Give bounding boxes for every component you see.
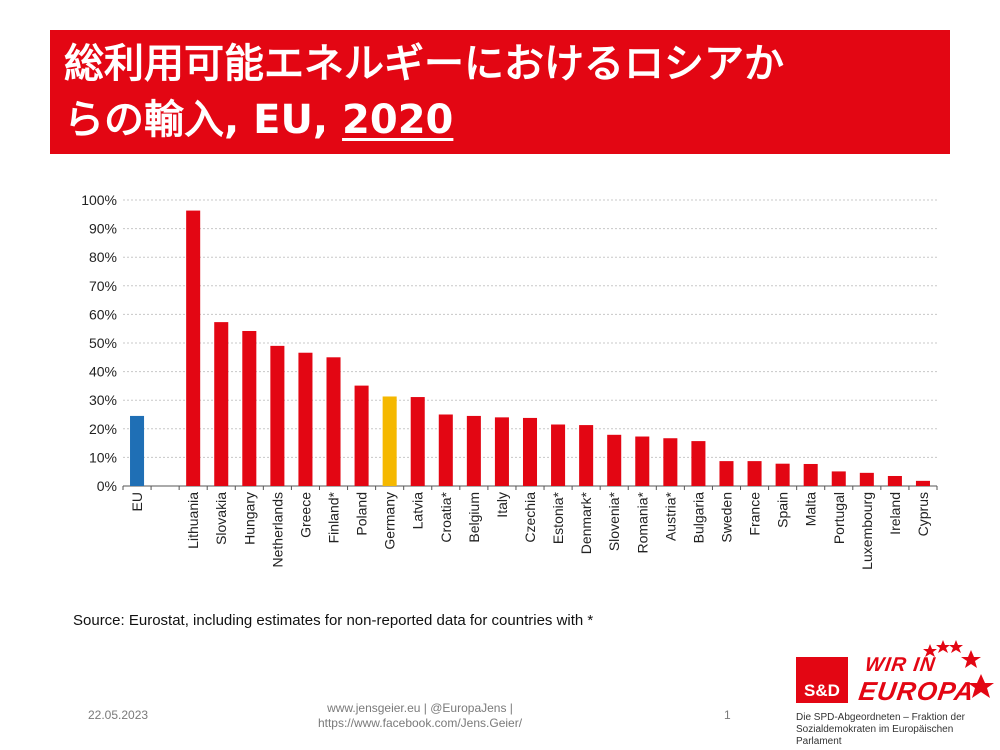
bar <box>831 471 846 486</box>
bar <box>747 461 762 486</box>
bar <box>663 438 678 486</box>
bar <box>607 434 622 486</box>
sd-logo: S&D <box>796 657 848 703</box>
stars-icon <box>923 640 994 698</box>
footer-links-line1[interactable]: www.jensgeier.eu | @EuropaJens | <box>327 701 513 715</box>
bar <box>915 480 930 486</box>
x-category-label: Hungary <box>241 492 257 545</box>
y-tick-label: 50% <box>89 335 117 351</box>
x-category-label: Germany <box>382 492 398 550</box>
bar <box>494 417 509 486</box>
sd-caption-line1: Die SPD-Abgeordneten – Fraktion der <box>796 712 965 723</box>
x-category-label: Czechia <box>522 492 538 543</box>
bar <box>326 357 341 486</box>
x-category-label: Luxembourg <box>859 492 875 570</box>
bar <box>887 475 902 486</box>
y-tick-label: 10% <box>89 449 117 465</box>
page-number: 1 <box>724 708 731 722</box>
title-banner: 総利用可能エネルギーにおけるロシアか らの輸入, EU, 2020 <box>50 30 950 154</box>
x-category-label: Latvia <box>410 492 426 530</box>
sd-caption: Die SPD-Abgeordneten – Fraktion der Sozi… <box>796 712 1000 748</box>
x-category-label: Portugal <box>831 492 847 544</box>
x-category-label: Netherlands <box>269 492 285 568</box>
bar <box>438 414 453 486</box>
x-category-label: Poland <box>354 492 370 536</box>
x-category-label: EU <box>129 492 145 511</box>
bar <box>298 352 313 486</box>
bar <box>719 461 734 486</box>
title-line2: らの輸入, EU, <box>64 97 343 143</box>
x-category-label: Malta <box>803 492 819 526</box>
bar <box>522 417 538 486</box>
x-category-label: Denmark* <box>578 491 594 554</box>
x-category-label: Croatia* <box>438 491 454 542</box>
bar <box>354 385 369 486</box>
y-tick-label: 60% <box>89 306 117 322</box>
bar <box>214 322 229 486</box>
wir-logo-line1: WIR IN <box>863 654 938 676</box>
y-tick-label: 100% <box>81 192 117 208</box>
sd-caption-line2: Sozialdemokraten im Europäischen Parlame… <box>796 724 954 747</box>
x-category-label: Slovakia <box>213 492 229 545</box>
wir-in-europa-logo: WIR IN EUROPA <box>855 636 995 708</box>
y-tick-label: 40% <box>89 364 117 380</box>
x-category-label: Estonia* <box>550 491 566 544</box>
bar <box>186 210 201 486</box>
bar <box>803 463 818 486</box>
footer-links-line2[interactable]: https://www.facebook.com/Jens.Geier/ <box>317 716 523 730</box>
y-tick-label: 70% <box>89 278 117 294</box>
x-category-label: Greece <box>297 492 313 538</box>
title-year-link[interactable]: 2020 <box>342 97 454 143</box>
x-category-label: Romania* <box>634 491 650 553</box>
x-category-label: Lithuania <box>185 492 201 549</box>
x-category-label: Finland* <box>326 491 342 543</box>
bar <box>410 397 425 486</box>
footer-date: 22.05.2023 <box>88 708 149 722</box>
bar <box>635 436 650 486</box>
footer-links[interactable]: www.jensgeier.eu | @EuropaJens | https:/… <box>270 701 570 731</box>
bar <box>775 463 790 486</box>
y-tick-label: 80% <box>89 249 117 265</box>
y-tick-label: 30% <box>89 392 117 408</box>
bar <box>859 472 874 486</box>
x-category-label: Slovenia* <box>606 491 622 551</box>
source-note: Source: Eurostat, including estimates fo… <box>73 612 594 629</box>
x-category-label: Cyprus <box>915 492 931 536</box>
x-category-label: Spain <box>775 492 791 528</box>
page-title: 総利用可能エネルギーにおけるロシアか らの輸入, EU, 2020 <box>64 36 936 148</box>
x-category-label: Italy <box>494 492 510 518</box>
bar <box>382 396 397 486</box>
bar <box>691 441 706 486</box>
x-category-label: Sweden <box>718 492 734 543</box>
x-category-label: Austria* <box>662 491 678 541</box>
y-tick-label: 0% <box>97 478 117 494</box>
x-category-label: Bulgaria <box>690 492 706 544</box>
bar-chart: 0% 10% 20% 30% 40% 50% 60% 70% 80% 90% 100% EU Lithu… <box>81 192 938 570</box>
bar <box>551 424 566 486</box>
bar <box>466 415 481 486</box>
title-line1: 総利用可能エネルギーにおけるロシアか <box>64 41 784 87</box>
x-category-label: Ireland <box>887 492 903 535</box>
y-tick-label: 90% <box>89 221 117 237</box>
y-tick-label: 20% <box>89 421 117 437</box>
bar <box>130 415 145 486</box>
sd-logo-text: S&D <box>804 681 840 700</box>
bar <box>270 345 285 486</box>
wir-logo-line2: EUROPA <box>856 676 977 706</box>
bar <box>579 425 594 486</box>
x-category-label: France <box>747 492 763 536</box>
bar <box>242 330 257 486</box>
x-category-label: Belgium <box>466 492 482 543</box>
